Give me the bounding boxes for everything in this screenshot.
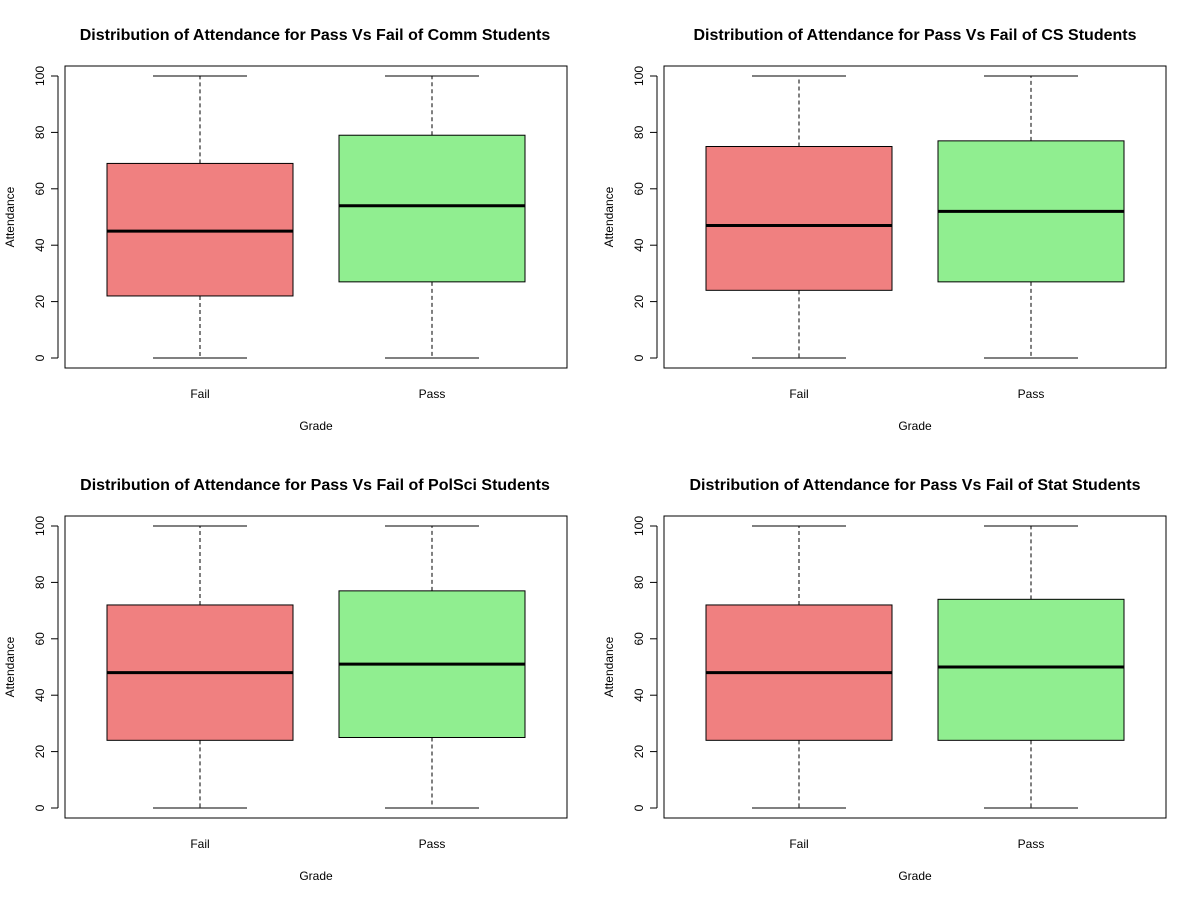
x-axis-label: Grade — [898, 419, 932, 433]
iqr-box — [937, 598, 1125, 741]
y-axis: 0 20 40 60 80 100 — [33, 516, 59, 811]
y-tick-label: 0 — [632, 354, 646, 361]
x-tick-label: Fail — [190, 837, 209, 851]
y-tick-label: 40 — [632, 238, 646, 252]
y-tick-label: 80 — [33, 575, 47, 589]
y-axis-label: Attendance — [602, 636, 616, 697]
x-tick-label: Pass — [419, 837, 446, 851]
y-tick-label: 60 — [632, 632, 646, 646]
x-tick-label: Fail — [190, 387, 209, 401]
y-tick-label: 0 — [33, 804, 47, 811]
x-tick-label: Fail — [789, 387, 808, 401]
box-fail: Fail — [106, 525, 294, 851]
y-tick-label: 60 — [33, 632, 47, 646]
panel-title: Distribution of Attendance for Pass Vs F… — [693, 27, 1136, 44]
plot-frame — [64, 65, 568, 369]
panel-1: Distribution of Attendance for Pass Vs F… — [3, 27, 568, 433]
y-tick-label: 60 — [632, 182, 646, 196]
y-tick-label: 80 — [632, 125, 646, 139]
x-tick-label: Pass — [1018, 837, 1045, 851]
panel-2: Distribution of Attendance for Pass Vs F… — [602, 27, 1167, 433]
y-tick-label: 100 — [33, 516, 47, 536]
y-tick-label: 100 — [632, 66, 646, 86]
y-tick-label: 40 — [33, 688, 47, 702]
y-axis: 0 20 40 60 80 100 — [33, 66, 59, 361]
y-tick-label: 20 — [632, 295, 646, 309]
y-axis: 0 20 40 60 80 100 — [632, 66, 658, 361]
iqr-box — [338, 134, 526, 283]
panel-4: Distribution of Attendance for Pass Vs F… — [602, 477, 1167, 883]
y-axis-label: Attendance — [3, 186, 17, 247]
y-tick-label: 40 — [33, 238, 47, 252]
y-tick-label: 80 — [33, 125, 47, 139]
x-tick-label: Pass — [419, 387, 446, 401]
y-tick-label: 100 — [632, 516, 646, 536]
iqr-box — [705, 146, 893, 291]
x-tick-label: Fail — [789, 837, 808, 851]
y-tick-label: 0 — [33, 354, 47, 361]
x-tick-label: Pass — [1018, 387, 1045, 401]
y-tick-label: 60 — [33, 182, 47, 196]
y-tick-label: 40 — [632, 688, 646, 702]
box-pass: Pass — [937, 75, 1125, 401]
y-tick-label: 0 — [632, 804, 646, 811]
box-fail: Fail — [705, 75, 893, 401]
panel-title: Distribution of Attendance for Pass Vs F… — [80, 27, 551, 44]
y-axis-label: Attendance — [602, 186, 616, 247]
plot-frame — [663, 65, 1167, 369]
x-axis-label: Grade — [299, 869, 333, 883]
x-axis-label: Grade — [299, 419, 333, 433]
y-axis-label: Attendance — [3, 636, 17, 697]
box-pass: Pass — [338, 525, 526, 851]
y-axis: 0 20 40 60 80 100 — [632, 516, 658, 811]
panel-title: Distribution of Attendance for Pass Vs F… — [80, 477, 550, 494]
plot-frame — [64, 515, 568, 819]
panel-title: Distribution of Attendance for Pass Vs F… — [689, 477, 1140, 494]
y-tick-label: 100 — [33, 66, 47, 86]
box-fail: Fail — [705, 525, 893, 851]
y-tick-label: 20 — [33, 745, 47, 759]
box-pass: Pass — [338, 75, 526, 401]
y-tick-label: 20 — [33, 295, 47, 309]
box-fail: Fail — [106, 75, 294, 401]
x-axis-label: Grade — [898, 869, 932, 883]
box-pass: Pass — [937, 525, 1125, 851]
y-tick-label: 20 — [632, 745, 646, 759]
plot-frame — [663, 515, 1167, 819]
y-tick-label: 80 — [632, 575, 646, 589]
panel-3: Distribution of Attendance for Pass Vs F… — [3, 477, 568, 883]
